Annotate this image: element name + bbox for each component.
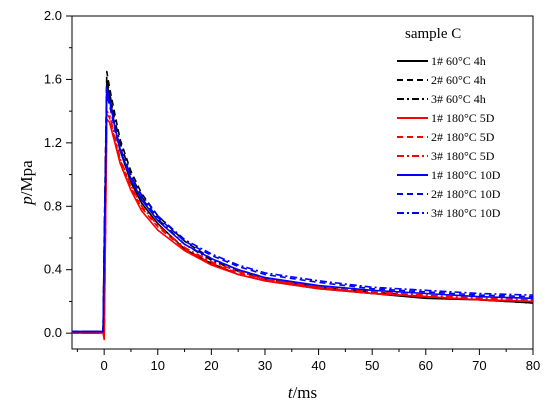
y-tick-label: 0.0	[44, 325, 62, 340]
legend-label-8: 2# 180°C 10D	[431, 187, 501, 201]
series-layer	[72, 70, 534, 341]
series-line-6	[72, 110, 534, 338]
x-tick-label: 50	[365, 358, 379, 373]
x-axis-title: t/ms	[288, 383, 317, 402]
x-tick-label: 30	[258, 358, 272, 373]
y-axis-ticks: 0.0 0.4 0.8 1.2 1.6 2.0	[44, 8, 72, 340]
plot-area: 0 10 20 30 40 50 60 70 80 0.0 0.4 0.8 1.2 1.6 2.0	[44, 8, 540, 373]
x-tick-label: 10	[151, 358, 165, 373]
legend-label-1: 1# 60°C 4h	[431, 54, 486, 68]
y-tick-label: 2.0	[44, 8, 62, 23]
legend-label-5: 2# 180°C 5D	[431, 130, 495, 144]
legend-label-2: 2# 60°C 4h	[431, 73, 486, 87]
series-line-8	[72, 94, 534, 333]
legend-label-6: 3# 180°C 5D	[431, 149, 495, 163]
y-axis-symbol: p	[17, 196, 36, 206]
series-line-5	[72, 113, 534, 339]
x-tick-label: 20	[204, 358, 218, 373]
x-tick-label: 60	[419, 358, 433, 373]
legend-label-7: 1# 180°C 10D	[431, 168, 501, 182]
y-tick-label: 1.6	[44, 71, 62, 86]
y-axis-title: p/Mpa	[17, 160, 36, 206]
x-axis-symbol: t	[288, 383, 294, 402]
y-axis-unit: /Mpa	[17, 160, 36, 196]
y-tick-label: 1.2	[44, 135, 62, 150]
y-tick-label: 0.4	[44, 262, 62, 277]
x-tick-label: 40	[311, 358, 325, 373]
legend-label-9: 3# 180°C 10D	[431, 206, 501, 220]
x-axis-ticks: 0 10 20 30 40 50 60 70 80	[76, 349, 540, 373]
x-tick-label: 80	[526, 358, 540, 373]
x-axis-unit: /ms	[293, 383, 318, 402]
legend-title: sample C	[405, 26, 461, 42]
legend-label-4: 1# 180°C 5D	[431, 111, 495, 125]
series-line-9	[72, 91, 534, 333]
y-tick-label: 0.8	[44, 198, 62, 213]
legend-items: 1# 60°C 4h 2# 60°C 4h 3# 60°C 4h 1# 180°C 5…	[397, 54, 501, 220]
x-tick-label: 70	[472, 358, 486, 373]
legend-label-3: 3# 60°C 4h	[431, 92, 486, 106]
plot-frame	[71, 15, 534, 350]
x-tick-label: 0	[101, 358, 108, 373]
legend: sample C 1# 60°C 4h2# 60°C 4h3# 60°C 4h1…	[397, 26, 501, 220]
series-line-7	[72, 86, 534, 333]
